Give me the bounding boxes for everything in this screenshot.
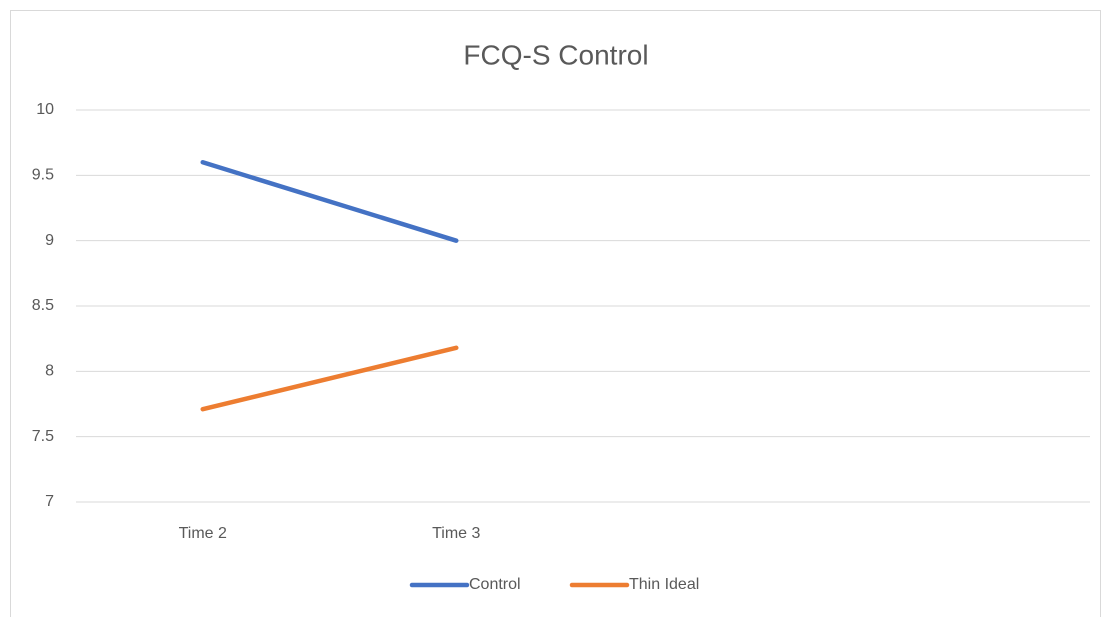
legend-label: Thin Ideal (629, 576, 699, 593)
chart-frame (10, 10, 1101, 617)
y-tick-label: 7 (45, 493, 54, 510)
y-tick-label: 8.5 (32, 297, 54, 314)
x-tick-label: Time 3 (432, 525, 480, 542)
legend-label: Control (469, 576, 521, 593)
series-line (200, 345, 459, 412)
y-tick-label: 8 (45, 363, 54, 380)
chart-title: FCQ-S Control (463, 39, 648, 70)
y-tick-label: 9 (45, 232, 54, 249)
series-line (200, 160, 459, 243)
y-tick-label: 9.5 (32, 167, 54, 184)
y-tick-label: 7.5 (32, 428, 54, 445)
y-tick-label: 10 (36, 101, 54, 118)
x-tick-label: Time 2 (179, 525, 227, 542)
